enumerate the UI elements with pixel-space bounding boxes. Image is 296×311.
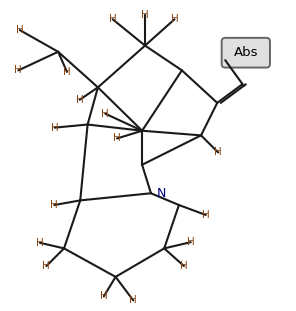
Text: H: H (51, 123, 59, 132)
Text: H: H (170, 14, 178, 24)
Text: H: H (109, 14, 117, 24)
Text: H: H (100, 291, 108, 301)
Text: H: H (113, 133, 121, 143)
Text: H: H (63, 67, 71, 77)
Text: H: H (214, 147, 222, 157)
Text: H: H (202, 210, 210, 220)
Text: H: H (129, 295, 137, 305)
Text: H: H (50, 200, 58, 210)
Text: H: H (15, 65, 22, 75)
Text: Abs: Abs (234, 46, 258, 59)
Text: H: H (187, 237, 194, 247)
Text: H: H (36, 238, 44, 248)
Text: H: H (180, 261, 188, 271)
Text: H: H (141, 10, 149, 20)
Text: H: H (16, 25, 24, 35)
Text: H: H (43, 261, 50, 271)
Text: N: N (157, 187, 166, 200)
Text: H: H (102, 109, 109, 119)
FancyBboxPatch shape (222, 38, 270, 67)
Text: H: H (76, 95, 83, 105)
